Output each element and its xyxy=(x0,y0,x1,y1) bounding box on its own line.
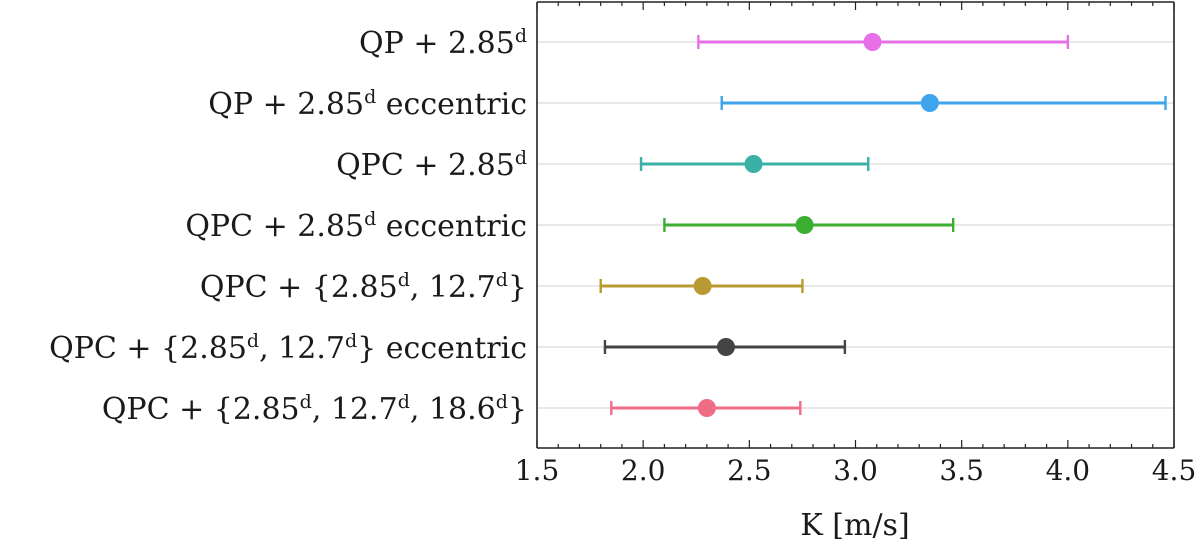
data-point xyxy=(716,338,735,356)
data-point xyxy=(920,94,939,112)
data-point xyxy=(697,399,716,417)
x-tick-label: 4.0 xyxy=(1046,454,1091,487)
error-bar-group xyxy=(610,399,802,417)
category-label: QP + 2.85d eccentric xyxy=(208,86,527,122)
data-point xyxy=(693,277,712,295)
x-tick-label: 2.5 xyxy=(727,454,772,487)
error-bar-group xyxy=(599,277,804,295)
x-tick-label: 1.5 xyxy=(515,454,560,487)
error-bar-group xyxy=(697,33,1070,51)
category-label: QPC + 2.85d eccentric xyxy=(185,208,527,244)
category-label: QPC + {2.85d, 12.7d} eccentric xyxy=(49,330,527,366)
category-label: QP + 2.85d xyxy=(359,25,527,61)
x-tick-label: 3.5 xyxy=(939,454,984,487)
error-bar-group xyxy=(603,338,847,356)
category-label: QPC + 2.85d xyxy=(336,147,527,183)
data-point xyxy=(744,155,763,173)
data-point xyxy=(795,216,814,234)
data-point xyxy=(863,33,882,51)
category-labels: QP + 2.85d QP + 2.85d eccentric QPC + 2.85… xyxy=(49,25,527,427)
error-bar-group xyxy=(663,216,955,234)
category-label: QPC + {2.85d, 12.7d} xyxy=(200,269,527,305)
x-tick-label: 2.0 xyxy=(621,454,666,487)
error-bar-group xyxy=(720,94,1167,112)
x-ticks: 1.5 2.0 2.5 3.0 3.5 4.0 4.5 xyxy=(515,2,1197,487)
error-bars xyxy=(599,33,1167,417)
x-tick-label: 3.0 xyxy=(833,454,878,487)
error-bar-group xyxy=(639,155,870,173)
category-label: QPC + {2.85d, 12.7d, 18.6d} xyxy=(102,391,527,427)
x-tick-label: 4.5 xyxy=(1152,454,1197,487)
x-axis-label: K [m/s] xyxy=(800,508,909,543)
